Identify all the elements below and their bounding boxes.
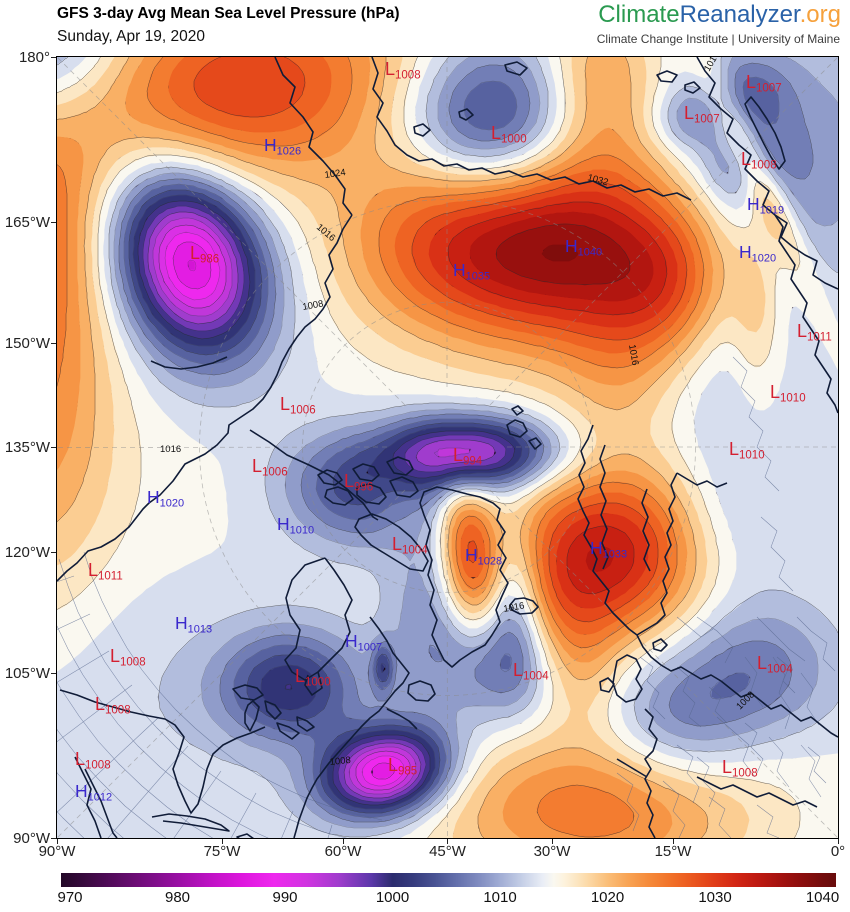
svg-text:1016: 1016	[160, 444, 181, 455]
svg-text:1016: 1016	[502, 600, 525, 615]
svg-text:H1019: H1019	[747, 194, 784, 217]
svg-text:1008: 1008	[301, 298, 324, 313]
svg-text:L1007: L1007	[684, 103, 720, 126]
svg-text:1016: 1016	[626, 343, 641, 366]
svg-text:L1008: L1008	[95, 694, 131, 717]
svg-text:1032: 1032	[586, 172, 609, 188]
svg-text:1008: 1008	[329, 754, 351, 767]
svg-text:1024: 1024	[323, 167, 345, 181]
